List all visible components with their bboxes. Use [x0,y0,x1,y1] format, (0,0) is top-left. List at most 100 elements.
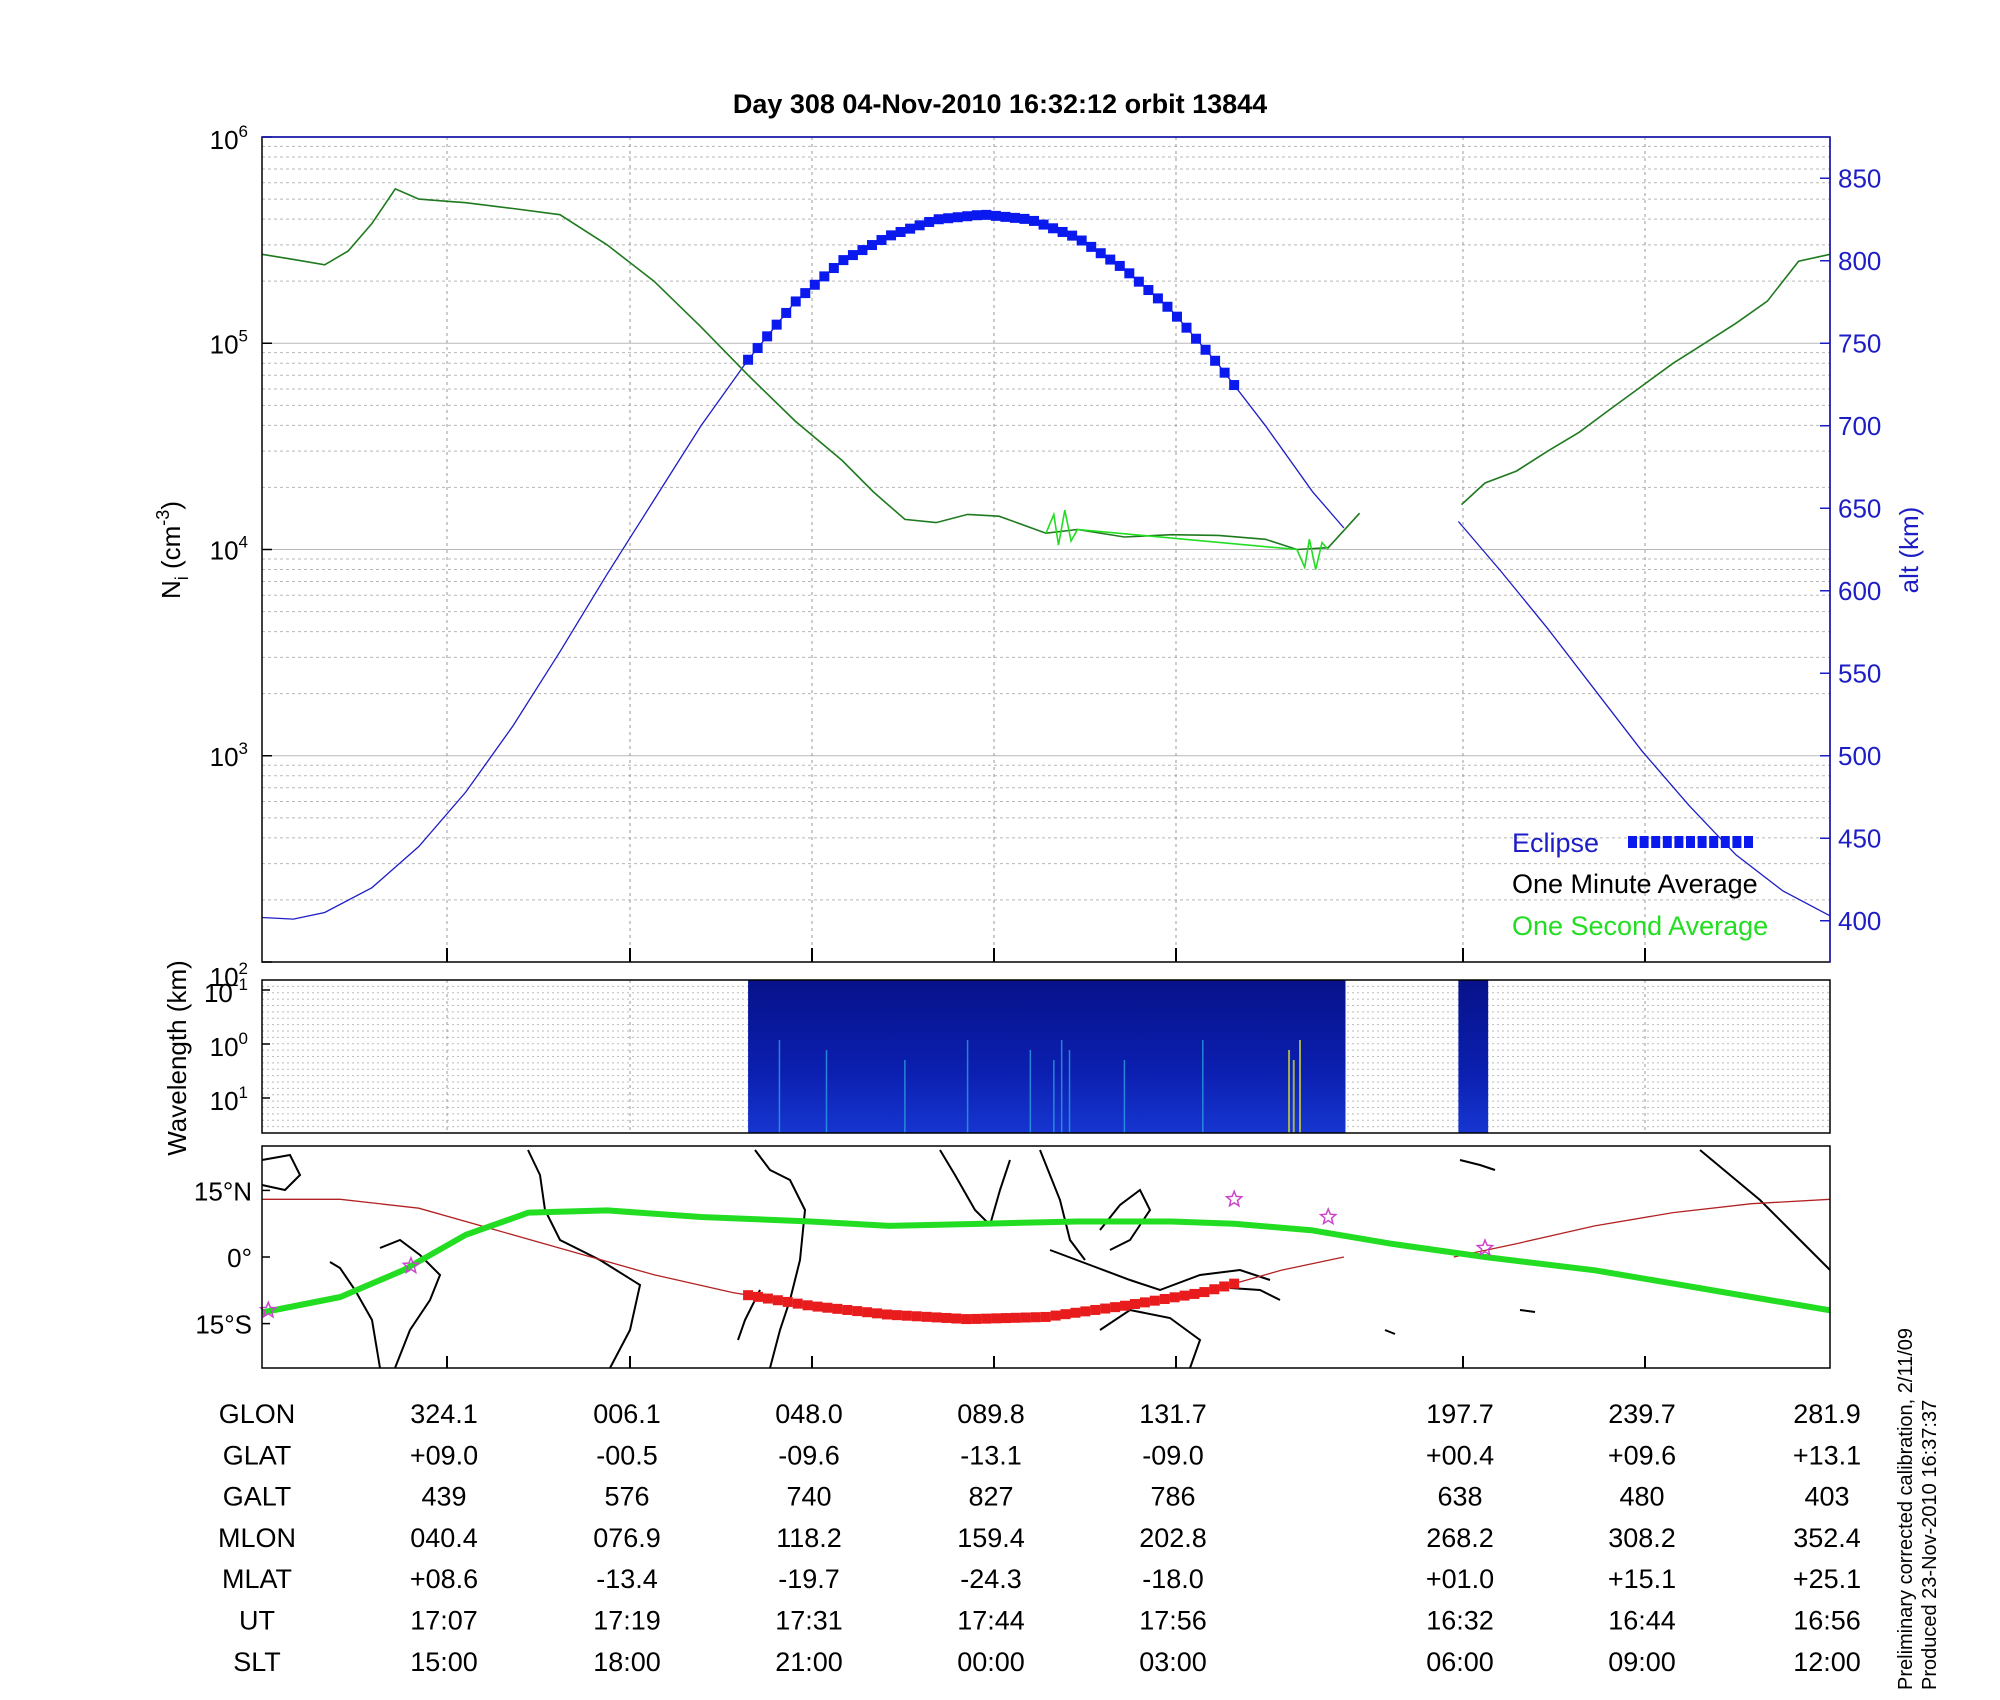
eclipse-marker [771,319,782,330]
eclipse-marker [876,235,887,246]
spectrogram-frame [261,979,1831,1134]
coastline [1229,1287,1281,1301]
table-cell: +08.6 [410,1564,478,1594]
table-cell: 18:00 [593,1647,661,1677]
coastline [754,1149,807,1369]
legend-one-minute: One Minute Average [1512,869,1758,899]
track-eclipse-marker [1149,1295,1160,1306]
coastline [261,1153,302,1192]
star-marker [1318,1206,1338,1226]
eclipse-marker [1114,260,1125,271]
y-axis-label: Ni (cm-3) [153,501,192,599]
track-eclipse-marker [981,1313,992,1324]
legend-eclipse-marker [1651,836,1661,848]
eclipse-marker [1019,213,1030,224]
eclipse-marker [1048,223,1059,234]
spectrogram-y-label: Wavelength (km) [162,960,192,1156]
track-eclipse-marker [1080,1306,1091,1317]
one-minute-average-line [1460,253,1831,506]
track-eclipse-marker [1110,1302,1121,1313]
track-eclipse-marker [1100,1303,1111,1314]
coastline [1049,1249,1271,1292]
table-cell: +15.1 [1608,1564,1676,1594]
eclipse-marker [781,307,792,318]
eclipse-marker [1067,230,1078,241]
eclipse-marker [1229,380,1240,391]
eclipse-marker [1133,276,1144,287]
track-eclipse-marker [802,1300,813,1311]
y2-tick-label: 700 [1838,411,1881,441]
ground-track-part-2 [1453,1198,1831,1258]
table-cell: 09:00 [1608,1647,1676,1677]
track-eclipse-marker [832,1303,843,1314]
eclipse-marker [1086,241,1097,252]
coastline [1519,1309,1536,1313]
table-row-label: GALT [223,1482,292,1512]
table-cell: 15:00 [410,1647,478,1677]
table-cell: 159.4 [957,1523,1025,1553]
eclipse-marker [762,331,773,342]
table-row-label: SLT [233,1647,281,1677]
track-eclipse-marker [1030,1312,1041,1323]
map-y-tick-label: 0° [227,1243,252,1273]
table-cell: +09.0 [410,1440,478,1470]
y2-tick-label: 550 [1838,658,1881,688]
spectrogram-y-label-text: Wavelength (km) [162,960,192,1156]
track-eclipse-marker [1139,1297,1150,1308]
y2-axis-label-text: alt (km) [1894,507,1924,594]
y2-tick-label: 800 [1838,246,1881,276]
table-cell: -18.0 [1142,1564,1204,1594]
table-cell: 197.7 [1426,1399,1494,1429]
track-eclipse-marker [941,1312,952,1323]
coastline [527,1149,642,1369]
eclipse-marker [1029,215,1040,226]
legend-eclipse-marker [1686,836,1695,848]
eclipse-marker [1000,211,1011,222]
eclipse-marker [857,245,868,256]
table-cell: 048.0 [775,1399,843,1429]
eclipse-marker [924,216,935,227]
table-cell: 089.8 [957,1399,1025,1429]
eclipse-marker [1057,226,1068,237]
coastline [1039,1149,1086,1261]
y2-tick-label: 400 [1838,906,1881,936]
track-eclipse-marker [961,1314,972,1325]
table-cell: 17:56 [1139,1606,1207,1636]
spectrogram-y-tick-label: 101 [210,1083,248,1116]
orbit-table: GLON 324.1 006.1 048.0 089.8 131.7 197.7 239.7 2… [218,1399,1861,1677]
table-cell: 06:00 [1426,1647,1494,1677]
one-minute-average-line [261,187,1361,551]
spectrogram-segment [748,980,1346,1133]
eclipse-marker [981,209,992,220]
eclipse-marker [800,288,811,299]
table-cell: 239.7 [1608,1399,1676,1429]
eclipse-marker [743,354,754,365]
track-eclipse-marker [891,1310,902,1321]
map-y-tick-label: 15°S [195,1310,252,1340]
table-cell: 576 [604,1482,649,1512]
side-note-line-1: Preliminary corrected calibration, 2/11/… [1895,1328,1917,1690]
eclipse-marker [905,223,916,234]
table-row-label: GLAT [223,1440,292,1470]
chart-title: Day 308 04-Nov-2010 16:32:12 orbit 13844 [733,89,1267,119]
table-cell: -09.0 [1142,1440,1204,1470]
track-eclipse-marker [1060,1309,1071,1320]
y-axis-label-text: Ni (cm-3) [153,501,192,599]
table-cell: +09.6 [1608,1440,1676,1470]
table-cell: 281.9 [1793,1399,1861,1429]
track-eclipse-marker [792,1298,803,1309]
table-cell: 040.4 [410,1523,478,1553]
track-eclipse-marker [1189,1288,1200,1299]
y-tick-label: 103 [210,739,248,772]
eclipse-marker [1143,285,1154,296]
y2-axis-label: alt (km) [1894,507,1924,594]
table-cell: 352.4 [1793,1523,1861,1553]
track-eclipse-marker [852,1306,863,1317]
eclipse-marker [828,263,839,274]
legend-eclipse-marker [1674,836,1684,848]
track-eclipse-marker [782,1296,793,1307]
coastline [1099,1308,1202,1369]
track-eclipse-marker [911,1311,922,1322]
table-cell: 740 [786,1482,831,1512]
